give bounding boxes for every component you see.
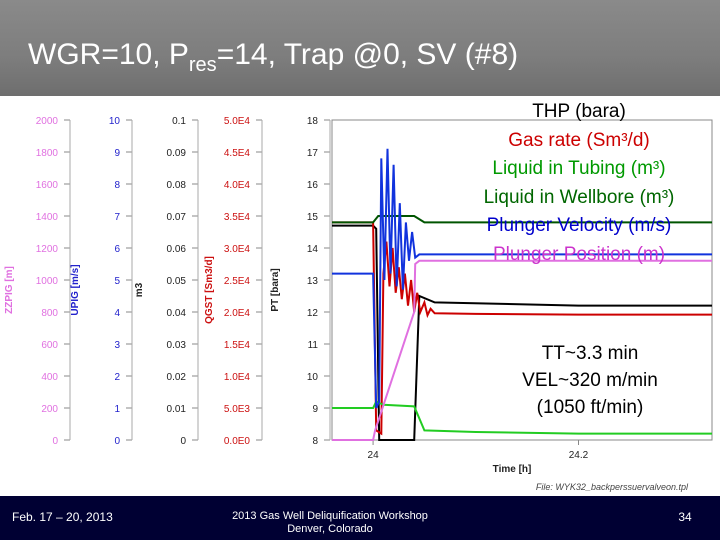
footer: Feb. 17 – 20, 2013 2013 Gas Well Deliqui… bbox=[0, 496, 720, 540]
axis-tick-label: 5 bbox=[114, 276, 120, 287]
plunger-lift-chart: 2000180016001400120010008006004002000ZZP… bbox=[4, 116, 713, 492]
axis-tick-label: 0.04 bbox=[167, 308, 187, 319]
footer-event-line1: 2013 Gas Well Deliquification Workshop bbox=[232, 510, 428, 522]
axis-tick-label: 1400 bbox=[36, 212, 59, 223]
axis-tick-label: 13 bbox=[307, 276, 319, 287]
slide-title: WGR=10, Pres=14, Trap @0, SV (#8) bbox=[28, 38, 518, 77]
axis-tick-label: 3.5E4 bbox=[224, 212, 251, 223]
footer-event-line2: Denver, Colorado bbox=[287, 523, 373, 535]
axis-tick-label: 17 bbox=[307, 148, 319, 159]
annotation: TT~3.3 min VEL~320 m/min (1050 ft/min) bbox=[480, 340, 700, 421]
axis-tick-label: 8 bbox=[312, 436, 318, 447]
axis-tick-label: 3.0E4 bbox=[224, 244, 251, 255]
axis-tick-label: 9 bbox=[312, 404, 318, 415]
axis-tick-label: 4.0E4 bbox=[224, 180, 251, 191]
legend-entry: Liquid in Tubing (m³) bbox=[492, 158, 666, 180]
file-label: File: WYK32_backperssuervalveon.tpl bbox=[536, 482, 689, 492]
legend: THP (bara) Gas rate (Sm³/d) Liquid in Tubi… bbox=[440, 98, 718, 270]
axis-tick-label: 7 bbox=[114, 212, 120, 223]
page-number: 34 bbox=[678, 510, 692, 524]
title-main: WGR=10, P bbox=[28, 38, 189, 71]
axis-tick-label: 10 bbox=[307, 372, 319, 383]
x-tick-label: 24.2 bbox=[569, 450, 589, 461]
legend-entry: THP (bara) bbox=[532, 101, 626, 122]
axis-tick-label: 1600 bbox=[36, 180, 59, 191]
axis-tick-label: 1.0E4 bbox=[224, 372, 251, 383]
axis-tick-label: 3 bbox=[114, 340, 120, 351]
footer-date: Feb. 17 – 20, 2013 bbox=[12, 510, 113, 524]
series-line bbox=[332, 215, 712, 224]
x-axis-label: Time [h] bbox=[493, 464, 532, 475]
axis-tick-label: 5.0E4 bbox=[224, 116, 251, 127]
axis-label: PT [bara] bbox=[270, 268, 281, 311]
axis-tick-label: 4 bbox=[114, 308, 120, 319]
legend-entry: Liquid in Wellbore (m³) bbox=[483, 186, 675, 208]
axis-tick-label: 200 bbox=[41, 404, 58, 415]
annotation-line: (1050 ft/min) bbox=[536, 397, 644, 418]
chart-panel: 2000 1800 1600 1400 1200 1000 800 600 400 200 0 ZZP… bbox=[0, 96, 720, 496]
series-line bbox=[332, 400, 712, 435]
axis-tick-label: 1800 bbox=[36, 148, 59, 159]
x-tick-label: 24 bbox=[368, 450, 380, 461]
legend-entry: Gas rate (Sm³/d) bbox=[508, 129, 650, 151]
series-line bbox=[332, 221, 712, 436]
title-bar: WGR=10, Pres=14, Trap @0, SV (#8) bbox=[0, 0, 720, 96]
axis-tick-label: 0.07 bbox=[167, 212, 187, 223]
title-subscript: res bbox=[188, 54, 217, 76]
legend-entry: Plunger Position (m) bbox=[492, 243, 666, 265]
axis-tick-label: 2000 bbox=[36, 116, 59, 127]
annotation-line: VEL~320 m/min bbox=[522, 370, 658, 391]
axis-tick-label: 0.09 bbox=[167, 148, 187, 159]
axis-tick-label: 18 bbox=[307, 116, 319, 127]
axis-tick-label: 8 bbox=[114, 180, 120, 191]
axis-tick-label: 0.06 bbox=[167, 244, 187, 255]
axis-tick-label: 11 bbox=[308, 340, 319, 351]
axis-tick-label: 5.0E3 bbox=[224, 404, 251, 415]
axis-tick-label: 0 bbox=[114, 436, 120, 447]
series-line bbox=[332, 148, 712, 409]
axis-tick-label: 0.0E0 bbox=[224, 436, 251, 447]
axis-tick-label: 1 bbox=[114, 404, 120, 415]
annotation-line: TT~3.3 min bbox=[541, 343, 639, 364]
axis-tick-label: 0.03 bbox=[167, 340, 187, 351]
footer-event: 2013 Gas Well Deliquification Workshop D… bbox=[230, 510, 430, 536]
axis-tick-label: 0.02 bbox=[167, 372, 187, 383]
axis-tick-label: 15 bbox=[307, 212, 319, 223]
axis-tick-label: 1000 bbox=[36, 276, 59, 287]
axis-tick-label: 14 bbox=[307, 244, 319, 255]
axis-tick-label: 10 bbox=[109, 116, 121, 127]
axis-tick-label: 12 bbox=[307, 308, 319, 319]
axis-label: QGST [Sm3/d] bbox=[204, 256, 215, 324]
axis-label: ZZPIG [m] bbox=[4, 266, 15, 314]
axis-tick-label: 9 bbox=[114, 148, 120, 159]
axis-tick-label: 4.5E4 bbox=[224, 148, 251, 159]
axis-tick-label: 0.01 bbox=[167, 404, 187, 415]
axis-label: UPIG [m/s] bbox=[70, 264, 81, 315]
axis-tick-label: 0.1 bbox=[172, 116, 186, 127]
axis-label: m3 bbox=[134, 282, 145, 297]
axis-tick-label: 600 bbox=[41, 340, 58, 351]
axis-tick-label: 2.5E4 bbox=[224, 276, 251, 287]
axis-tick-label: 2 bbox=[114, 372, 120, 383]
axis-tick-label: 6 bbox=[114, 244, 120, 255]
axis-tick-label: 2.0E4 bbox=[224, 308, 251, 319]
axis-tick-label: 1.5E4 bbox=[224, 340, 251, 351]
axis-tick-label: 0 bbox=[52, 436, 58, 447]
series-line bbox=[332, 259, 712, 441]
axis-tick-label: 0.05 bbox=[167, 276, 187, 287]
title-rest: =14, Trap @0, SV (#8) bbox=[216, 38, 519, 71]
axis-tick-label: 16 bbox=[307, 180, 319, 191]
axis-tick-label: 0.08 bbox=[167, 180, 187, 191]
axis-tick-label: 0 bbox=[180, 436, 186, 447]
axis-tick-label: 800 bbox=[41, 308, 58, 319]
legend-entry: Plunger Velocity (m/s) bbox=[486, 215, 672, 237]
axis-tick-label: 400 bbox=[41, 372, 58, 383]
axis-tick-label: 1200 bbox=[36, 244, 59, 255]
